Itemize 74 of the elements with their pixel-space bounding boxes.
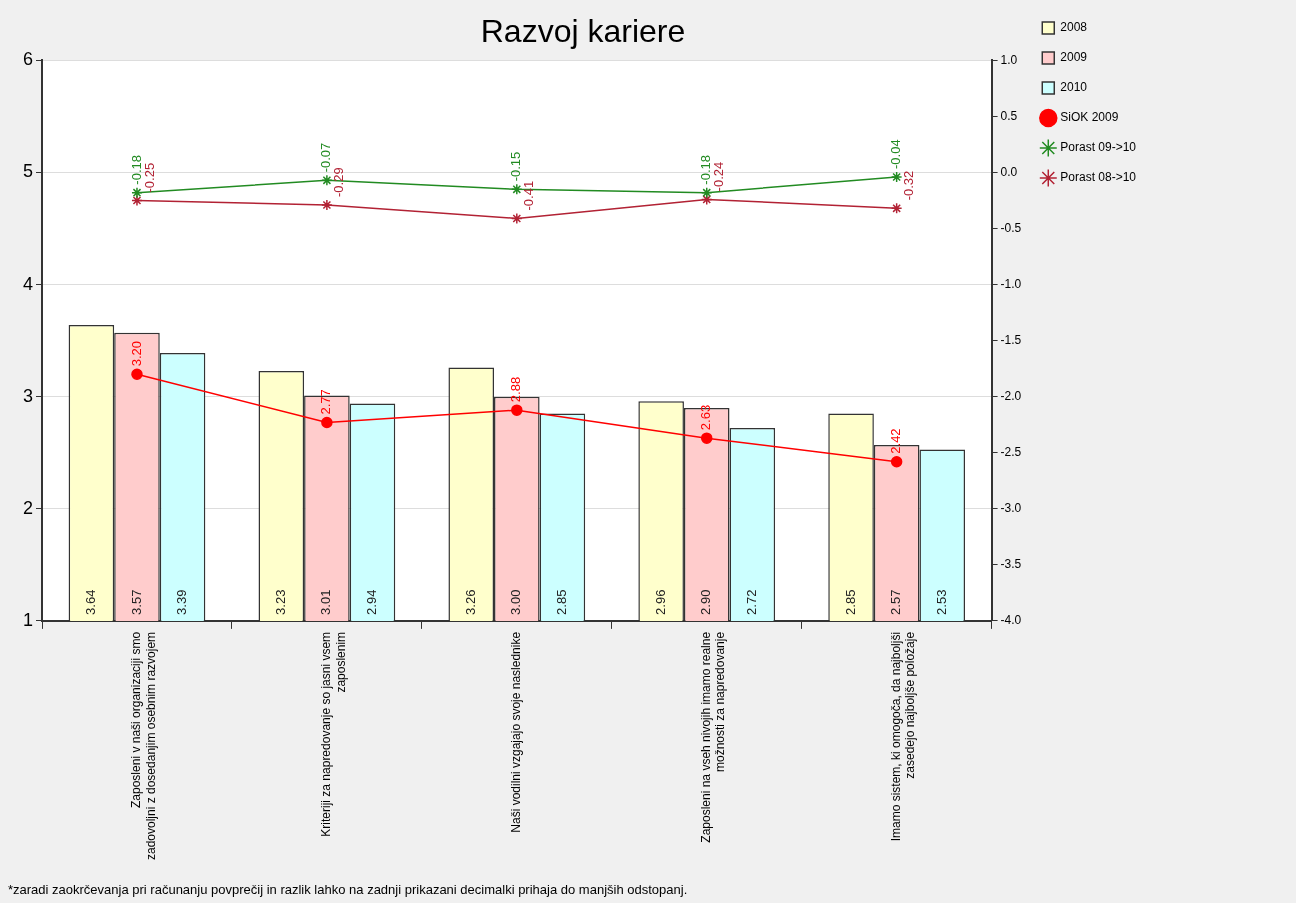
point [131, 194, 143, 207]
data-label: -0.15 [508, 151, 524, 182]
data-label: -0.07 [318, 142, 334, 173]
data-label: 2.63 [698, 404, 714, 431]
data-label: 2.90 [698, 589, 714, 615]
y2-tick-label: 0.5 [1000, 108, 1018, 123]
y2-tick-label: -1.5 [1000, 332, 1022, 347]
data-label: 2.42 [888, 428, 904, 454]
point [511, 183, 523, 196]
data-label: 3.64 [82, 589, 98, 615]
point [890, 455, 903, 468]
data-label: -0.24 [711, 161, 727, 192]
y-tick-label: 2 [23, 497, 34, 518]
data-label: 2.88 [508, 376, 524, 403]
x-tick-label: Zaposleni na vseh nivojih imamo realne možnosti za napredovanje [699, 631, 728, 843]
y2-tick-label: 1.0 [1000, 52, 1018, 67]
y2-tick-label: -4.0 [1000, 613, 1022, 628]
data-label: 2.53 [933, 589, 949, 615]
y2-tick-label: -2.5 [1000, 445, 1022, 460]
legend-label: Porast 09->10 [1060, 140, 1137, 155]
data-label: -0.41 [521, 180, 537, 211]
point [890, 171, 903, 183]
data-label: -0.25 [141, 162, 157, 193]
y2-tick-label: -3.5 [1000, 557, 1022, 572]
y-tick-label: 5 [23, 161, 34, 182]
data-label: 2.85 [553, 589, 569, 615]
data-label: 2.72 [743, 589, 759, 615]
y-tick-label: 1 [23, 609, 34, 630]
data-label: -0.18 [698, 155, 714, 185]
chart-title: Razvoj kariere [480, 13, 686, 50]
y-tick-label: 3 [23, 385, 34, 406]
data-label: 3.26 [462, 589, 478, 615]
y-tick-label: 6 [23, 49, 34, 70]
data-label: 3.20 [128, 340, 144, 367]
x-tick-label: Kriteriji za napredovanje so jasni vsem zaposlenim [319, 631, 348, 837]
data-label: 3.39 [174, 589, 190, 615]
data-label: 2.77 [318, 389, 334, 415]
data-label: -0.32 [901, 170, 917, 201]
data-label: -0.18 [128, 155, 144, 185]
y-tick-label: 4 [23, 273, 34, 294]
data-label: 2.57 [888, 589, 904, 615]
y2-tick-label: -0.5 [1000, 220, 1022, 235]
data-label: 3.23 [272, 589, 288, 615]
legend-label: 2010 [1060, 80, 1088, 95]
legend-label: 2008 [1060, 20, 1088, 35]
legend-label: 2009 [1060, 50, 1088, 65]
data-label: 3.01 [318, 589, 334, 615]
point [700, 432, 713, 444]
x-tick-label: Naši vodilni vzgajajo svoje naslednike [509, 631, 524, 833]
data-label: -0.29 [331, 167, 347, 198]
data-label: 2.85 [842, 589, 858, 615]
data-label: 2.96 [652, 589, 668, 615]
data-label: 3.00 [508, 589, 524, 615]
point [511, 404, 523, 416]
y2-tick-label: 0.0 [1000, 164, 1018, 179]
legend-label: SiOK 2009 [1060, 110, 1119, 125]
y2-tick-label: -3.0 [1000, 501, 1022, 516]
point [321, 416, 333, 429]
data-label: -0.04 [888, 139, 904, 169]
point [321, 199, 333, 211]
point [700, 186, 713, 199]
data-label: 2.94 [364, 589, 380, 615]
y2-tick-label: -2.0 [1000, 389, 1022, 404]
point [511, 212, 523, 225]
point [321, 174, 333, 187]
x-tick-label: Imamo sistem, ki omogoča, da najboljši zasedejo najboljše položaje [888, 631, 918, 842]
point [131, 368, 143, 381]
point [890, 202, 903, 215]
point [131, 186, 143, 199]
legend-label: Porast 08->10 [1060, 170, 1137, 185]
data-label: 3.57 [128, 589, 144, 615]
y2-tick-label: -1.0 [1000, 276, 1022, 291]
x-tick-label: Zaposleni v naši organizaciji smo zadovoljni z dosedanjim osebnim razvojem [129, 631, 158, 861]
text: *zaradi zaokrčevanja pri računanju povprečij in razlik lahko na zadnji prikazani decimalki prihaja do manjših odstopanj. [8, 882, 688, 898]
